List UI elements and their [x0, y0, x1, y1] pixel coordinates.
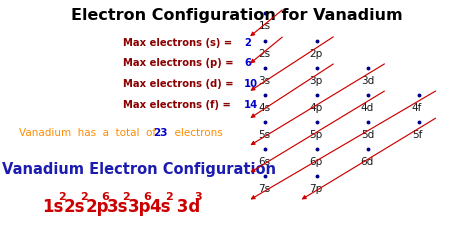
Text: 4f: 4f [412, 102, 422, 112]
Text: 2p: 2p [310, 48, 323, 58]
Text: 7s: 7s [258, 183, 271, 194]
Text: 3s: 3s [258, 75, 271, 85]
Text: 2: 2 [244, 37, 251, 47]
Text: 2p: 2p [85, 197, 109, 215]
Text: Max electrons (f) =: Max electrons (f) = [123, 99, 238, 109]
Text: 5p: 5p [310, 129, 323, 139]
Text: Vanadium  has  a  total  of: Vanadium has a total of [19, 128, 163, 138]
Text: 2: 2 [122, 191, 130, 202]
Text: 3p: 3p [310, 75, 323, 85]
Text: 4s: 4s [149, 197, 171, 215]
Text: 3d: 3d [361, 75, 374, 85]
Text: 3d: 3d [171, 197, 200, 215]
Text: 2: 2 [80, 191, 87, 202]
Text: Max electrons (p) =  6: Max electrons (p) = 6 [123, 58, 248, 68]
Text: 2: 2 [58, 191, 66, 202]
Text: 6d: 6d [361, 156, 374, 166]
Text: 3s: 3s [107, 197, 128, 215]
Text: 14: 14 [244, 99, 258, 109]
Text: Max electrons (d) = 10: Max electrons (d) = 10 [123, 79, 251, 89]
Text: Max electrons (s) =  2: Max electrons (s) = 2 [123, 37, 246, 47]
Text: 2: 2 [165, 191, 173, 202]
Text: 5f: 5f [412, 129, 422, 139]
Text: Vanadium Electron Configuration: Vanadium Electron Configuration [2, 161, 276, 176]
Text: 7p: 7p [310, 183, 323, 194]
Text: 5d: 5d [361, 129, 374, 139]
Text: 10: 10 [244, 79, 258, 89]
Text: 1s: 1s [258, 21, 271, 31]
Text: 6: 6 [101, 191, 109, 202]
Text: 6p: 6p [310, 156, 323, 166]
Text: 4d: 4d [361, 102, 374, 112]
Text: 1s: 1s [43, 197, 64, 215]
Text: 6s: 6s [258, 156, 271, 166]
Text: 5s: 5s [258, 129, 271, 139]
Text: 4p: 4p [310, 102, 323, 112]
Text: Max electrons (f) =  14: Max electrons (f) = 14 [123, 99, 252, 109]
Text: Max electrons (d) =: Max electrons (d) = [123, 79, 237, 89]
Text: 6: 6 [244, 58, 251, 68]
Text: 2s: 2s [64, 197, 85, 215]
Text: 4s: 4s [258, 102, 271, 112]
Text: Max electrons (p) =: Max electrons (p) = [123, 58, 241, 68]
Text: 3p: 3p [128, 197, 152, 215]
Text: 6: 6 [144, 191, 152, 202]
Text: 23: 23 [153, 128, 167, 138]
Text: electrons: electrons [168, 128, 223, 138]
Text: Electron Configuration for Vanadium: Electron Configuration for Vanadium [71, 8, 403, 23]
Text: 2s: 2s [258, 48, 271, 58]
Text: Max electrons (s) =: Max electrons (s) = [123, 37, 239, 47]
Text: 3: 3 [194, 191, 202, 202]
